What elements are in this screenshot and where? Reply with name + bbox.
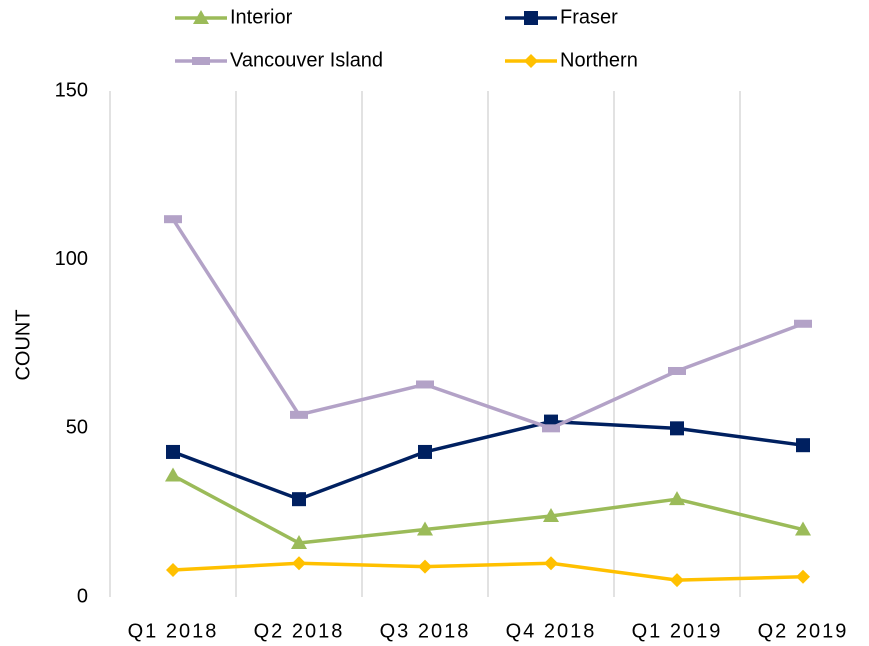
series-line <box>172 419 804 501</box>
marker <box>794 319 812 328</box>
series-line <box>172 474 804 545</box>
marker <box>290 410 308 419</box>
x-tick-label: Q1 2018 <box>128 620 219 642</box>
y-tick-label: 0 <box>77 585 88 607</box>
marker <box>192 57 210 65</box>
marker <box>164 215 182 224</box>
marker <box>193 10 209 24</box>
marker <box>796 438 810 453</box>
legend-label: Fraser <box>560 6 618 28</box>
marker <box>796 569 810 584</box>
legend-label: Interior <box>230 6 293 28</box>
y-tick-label: 150 <box>55 79 88 101</box>
marker <box>418 444 432 459</box>
x-tick-label: Q2 2018 <box>254 620 345 642</box>
marker <box>291 535 307 550</box>
y-tick-label: 50 <box>66 417 88 439</box>
legend-label: Vancouver Island <box>230 49 383 71</box>
marker <box>524 54 538 68</box>
marker <box>292 556 306 571</box>
x-tick-label: Q4 2018 <box>506 620 597 642</box>
x-tick-label: Q3 2018 <box>380 620 471 642</box>
y-axis-label: COUNT <box>12 309 34 380</box>
marker <box>416 380 434 389</box>
marker <box>418 559 432 574</box>
marker <box>524 11 538 25</box>
marker <box>417 521 433 536</box>
y-tick-label: 100 <box>55 248 88 270</box>
marker <box>544 556 558 571</box>
marker <box>292 492 306 507</box>
marker <box>543 508 559 523</box>
marker <box>669 491 685 506</box>
marker <box>795 521 811 536</box>
legend-label: Northern <box>560 49 638 71</box>
marker <box>670 421 684 436</box>
marker <box>668 366 686 375</box>
marker <box>166 444 180 459</box>
marker <box>542 424 560 433</box>
marker <box>165 467 181 482</box>
series-line <box>172 561 804 582</box>
x-tick-label: Q2 2019 <box>758 620 849 642</box>
marker <box>670 573 684 588</box>
x-tick-label: Q1 2019 <box>632 620 723 642</box>
marker <box>166 563 180 578</box>
series-line <box>171 218 804 431</box>
